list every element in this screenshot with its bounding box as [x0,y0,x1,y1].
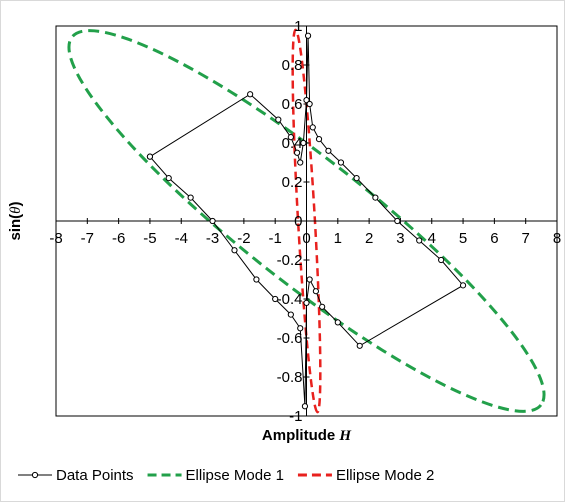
legend-label: Ellipse Mode 1 [186,467,284,484]
legend-label: Data Points [56,467,134,484]
data-point-marker [301,403,309,410]
data-point-marker [294,149,301,156]
data-point-marker [231,247,238,254]
y-tick-label: 0.8 [282,57,303,74]
y-tick-label: 1 [294,18,302,35]
data-point-marker [287,311,294,318]
legend-item-ellipse-mode-2: Ellipse Mode 2 [297,467,434,484]
data-point-marker [356,342,363,349]
data-point-marker [416,237,423,244]
y-tick-label: -1 [289,408,302,425]
data-point-marker [312,288,319,295]
x-tick-label: -8 [49,230,62,247]
x-tick-label: -2 [237,230,250,247]
data-point-marker [297,325,304,332]
data-point-marker [306,100,313,108]
y-tick-label: -0.6 [277,330,303,347]
data-point-marker [459,282,467,289]
legend: Data Points Ellipse Mode 1 Ellipse Mode 2 [18,467,434,484]
y-tick-label: -0.2 [277,252,303,269]
data-point-marker [309,124,316,131]
data-point-marker [272,295,279,303]
data-point-marker [165,175,172,182]
legend-swatch-marker [31,471,39,479]
data-point-marker [297,159,304,166]
data-points-line [149,35,464,407]
x-tick-label: -6 [112,230,125,247]
y-tick-label: 0 [294,213,302,230]
x-tick-label: 0 [302,230,310,247]
data-point-marker [247,91,254,98]
data-point-marker [304,32,312,39]
data-point-marker [353,175,360,182]
data-point-marker [394,217,401,225]
y-tick-label: 0.2 [282,174,303,191]
data-points-layer [146,32,467,410]
legend-label: Ellipse Mode 2 [336,467,434,484]
tick-labels-layer: -8 -7 -6 -5 -4 -3 -2 -1 0 1 2 3 4 5 6 7 810.80.60.40.20-… [49,18,561,425]
data-point-marker [303,97,310,104]
data-point-marker [146,153,154,160]
legend-item-data-points: Data Points [18,467,134,484]
data-point-marker [315,136,323,143]
data-point-marker [438,256,445,264]
legend-item-ellipse-mode-1: Ellipse Mode 1 [147,467,284,484]
x-tick-label: -5 [143,230,156,247]
data-point-marker [306,276,313,283]
data-point-marker [319,303,326,310]
x-tick-label: 7 [522,230,530,247]
y-tick-label: 0.6 [282,96,303,113]
x-tick-label: 6 [490,230,498,247]
data-point-marker [275,116,282,123]
x-tick-label: -1 [269,230,282,247]
data-point-marker [303,299,310,306]
y-tick-label: 0.4 [282,135,303,152]
x-tick-label: -7 [81,230,94,247]
x-axis-label: Amplitude H [262,427,353,444]
x-tick-label: 8 [553,230,561,247]
data-point-marker [253,276,260,283]
data-point-marker [287,134,294,141]
x-tick-label: 3 [396,230,404,247]
data-point-marker [337,159,345,166]
data-point-marker [334,319,341,326]
x-tick-label: -3 [206,230,219,247]
x-tick-label: 1 [334,230,342,247]
x-tick-label: 2 [365,230,373,247]
y-tick-label: -0.8 [277,369,303,386]
data-point-marker [325,147,332,154]
data-point-marker [187,194,194,201]
x-tick-label: 4 [428,230,436,247]
data-point-marker [372,194,379,201]
x-tick-label: 5 [459,230,467,247]
x-tick-label: -4 [175,230,188,247]
y-tick-label: -0.4 [277,291,303,308]
data-point-marker [300,139,307,147]
y-axis-label: sin(θ) [7,201,24,240]
data-point-marker [209,217,216,225]
